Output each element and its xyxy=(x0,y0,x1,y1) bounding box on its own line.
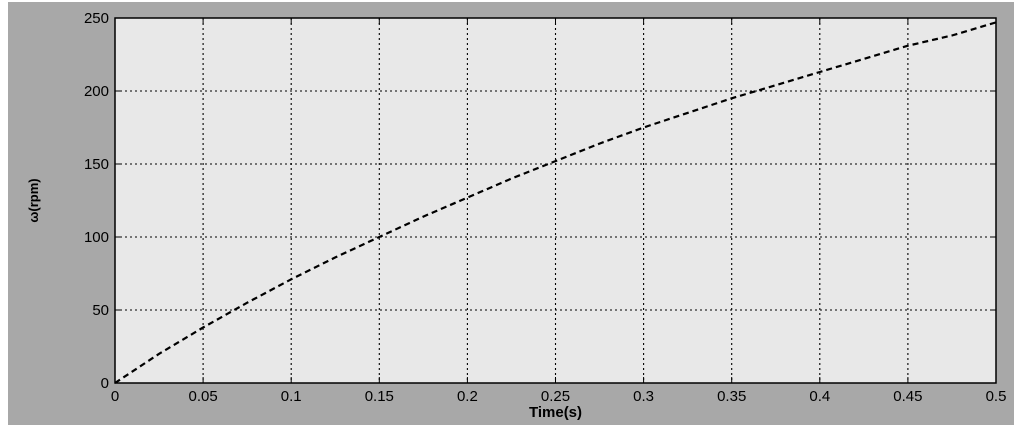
x-tick-label: 0.1 xyxy=(281,388,302,405)
figure-frame: 0 0.05 0.1 0.15 0.2 0.25 0.3 0.35 0.4 0.45 0.5 0 50… xyxy=(8,2,1014,425)
x-tick-label: 0.25 xyxy=(541,388,570,405)
x-tick-label: 0.4 xyxy=(809,388,830,405)
x-tick-label: 0.35 xyxy=(717,388,746,405)
x-tick-label: 0.05 xyxy=(188,388,217,405)
y-tick-label: 100 xyxy=(84,229,109,246)
series-line xyxy=(114,21,997,384)
y-tick-label: 150 xyxy=(84,156,109,173)
series-layer xyxy=(114,21,997,384)
x-tick-label: 0.45 xyxy=(893,388,922,405)
x-tick-label: 0.5 xyxy=(986,388,1007,405)
tick-marks xyxy=(114,17,997,384)
y-tick-label: 50 xyxy=(92,302,109,319)
x-tick-label: 0.3 xyxy=(633,388,654,405)
line-chart: 0 0.05 0.1 0.15 0.2 0.25 0.3 0.35 0.4 0.45 0.5 0 50… xyxy=(26,10,1007,421)
y-axis-label: ω(rpm) xyxy=(26,178,41,222)
x-tick-label: 0.15 xyxy=(365,388,394,405)
x-tick-labels: 0 0.05 0.1 0.15 0.2 0.25 0.3 0.35 0.4 0.45 0.5 xyxy=(111,388,1007,405)
grid-lines xyxy=(115,18,996,383)
y-tick-label: 250 xyxy=(84,10,109,27)
y-tick-label: 200 xyxy=(84,83,109,100)
y-tick-labels: 0 50 100 150 200 250 xyxy=(84,10,109,392)
x-axis-label: Time(s) xyxy=(529,404,582,421)
x-tick-label: 0.2 xyxy=(457,388,478,405)
x-tick-label: 0 xyxy=(111,388,119,405)
y-tick-label: 0 xyxy=(101,375,109,392)
